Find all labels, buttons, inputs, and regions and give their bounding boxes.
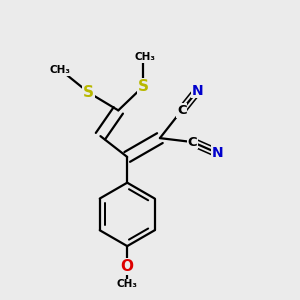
Text: S: S — [83, 85, 94, 100]
Text: CH₃: CH₃ — [116, 279, 138, 289]
Text: CH₃: CH₃ — [49, 65, 70, 75]
Text: C: C — [177, 104, 187, 117]
Text: O: O — [121, 259, 134, 274]
Text: O: O — [121, 259, 134, 274]
Text: CH₃: CH₃ — [134, 52, 155, 62]
Text: N: N — [212, 146, 223, 160]
Text: C: C — [188, 136, 197, 148]
Text: N: N — [192, 84, 203, 98]
Text: CH₃: CH₃ — [117, 279, 138, 289]
Text: S: S — [138, 79, 148, 94]
